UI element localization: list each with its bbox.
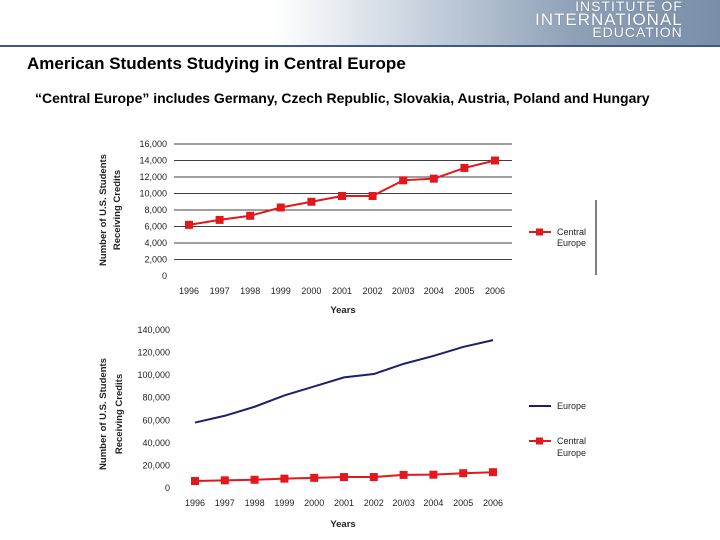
chart1-xtick-label: 2000	[301, 286, 321, 296]
chart1-y-axis-title-line2: Receiving Credits	[112, 170, 123, 250]
chart2-xtick-label: 1999	[274, 498, 294, 508]
chart2-data-point	[250, 475, 259, 484]
chart1-ytick-label: 8,000	[144, 205, 167, 215]
chart2-ytick-label: 60,000	[142, 415, 170, 425]
chart2-legend-label: Central	[557, 436, 586, 446]
chart1-data-point	[307, 197, 316, 206]
chart1-legend-label: Central	[557, 227, 586, 237]
chart2-legend-label: Europe	[557, 401, 586, 411]
chart1-xtick-label: 1997	[210, 286, 230, 296]
chart2-data-point	[191, 477, 199, 486]
chart1-ytick-label: 2,000	[144, 255, 167, 265]
chart1-xtick-label: 2001	[332, 286, 352, 296]
chart2-xtick-label: 2006	[483, 498, 503, 508]
chart2-xtick-label: 2002	[364, 498, 384, 508]
chart1-ytick-label: 0	[162, 271, 167, 281]
chart1-legend-marker	[536, 228, 543, 236]
chart2-ytick-label: 100,000	[137, 370, 170, 380]
chart2-data-point	[369, 473, 378, 482]
page-subtitle: “Central Europe” includes Germany, Czech…	[35, 90, 650, 106]
chart1-data-point	[215, 215, 224, 224]
chart2-data-point	[489, 468, 497, 477]
chart2-ytick-label: 0	[165, 483, 170, 493]
chart2-data-point	[399, 470, 408, 479]
chart2-ytick-label: 20,000	[142, 460, 170, 470]
chart2-ytick-label: 40,000	[142, 438, 170, 448]
chart1-xtick-label: 2002	[363, 286, 383, 296]
chart1-xtick-label: 2006	[485, 286, 505, 296]
chart2-xtick-label: 2005	[453, 498, 473, 508]
page-title: American Students Studying in Central Eu…	[27, 54, 406, 73]
chart2-xtick-label: 1997	[215, 498, 235, 508]
chart1-ytick-label: 14,000	[139, 156, 167, 166]
chart1-data-point	[185, 220, 193, 229]
logo-line-3: EDUCATION	[592, 24, 683, 40]
chart1-data-point	[276, 203, 285, 212]
chart1-ytick-label: 16,000	[139, 139, 167, 149]
chart2-y-axis-title-line2: Receiving Credits	[114, 374, 125, 454]
chart1-xtick-label: 1996	[179, 286, 199, 296]
chart1-ytick-label: 10,000	[139, 189, 167, 199]
chart1-data-point	[338, 191, 346, 200]
chart1-x-axis-title: Years	[330, 305, 355, 316]
chart2-ytick-label: 120,000	[137, 348, 170, 358]
chart2-data-point	[220, 476, 229, 485]
chart1-ytick-label: 4,000	[144, 238, 167, 248]
chart1-legend-label: Europe	[557, 238, 586, 248]
chart1-xtick-label: 1998	[240, 286, 260, 296]
chart2-y-axis-title: Number of U.S. Students	[98, 358, 109, 470]
chart1-data-point	[460, 163, 469, 172]
chart1-xtick-label: 2005	[454, 286, 474, 296]
chart2-data-point	[429, 470, 438, 479]
chart1-data-point	[399, 176, 408, 185]
logo-line-1: INSTITUTE OF	[575, 0, 683, 14]
chart1-data-point	[491, 156, 499, 165]
chart2-data-point	[340, 473, 348, 482]
chart1-xtick-label: 2004	[424, 286, 444, 296]
chart2-ytick-label: 140,000	[137, 325, 170, 335]
chart2-xtick-label: 2000	[304, 498, 324, 508]
chart1-xtick-label: 20/03	[392, 286, 415, 296]
chart2-legend-label: Europe	[557, 448, 586, 458]
chart2-x-axis-title: Years	[330, 519, 355, 530]
chart2-xtick-label: 20/03	[392, 498, 415, 508]
chart2-data-point	[280, 474, 289, 483]
logo-line-2: INTERNATIONAL	[535, 10, 683, 29]
header-banner	[0, 0, 720, 46]
chart2-legend-marker	[536, 437, 543, 445]
chart2-ytick-label: 80,000	[142, 393, 170, 403]
chart2-xtick-label: 1998	[245, 498, 265, 508]
chart2-series-line	[194, 339, 494, 424]
chart1-y-axis-title: Number of U.S. Students	[98, 154, 109, 266]
chart1-data-point	[246, 211, 255, 220]
chart2-xtick-label: 1996	[185, 498, 205, 508]
chart2-data-point	[459, 469, 468, 478]
chart1-data-point	[429, 174, 438, 183]
iie-logo: INSTITUTE OF INTERNATIONAL EDUCATION	[535, 0, 683, 39]
chart2-data-point	[310, 473, 319, 482]
chart1-xtick-label: 1999	[271, 286, 291, 296]
chart1-ytick-label: 12,000	[139, 172, 167, 182]
chart1-ytick-label: 6,000	[144, 222, 167, 232]
header-rule	[0, 45, 720, 47]
chart2-xtick-label: 2004	[423, 498, 443, 508]
chart2-xtick-label: 2001	[334, 498, 354, 508]
chart1-data-point	[368, 191, 377, 200]
